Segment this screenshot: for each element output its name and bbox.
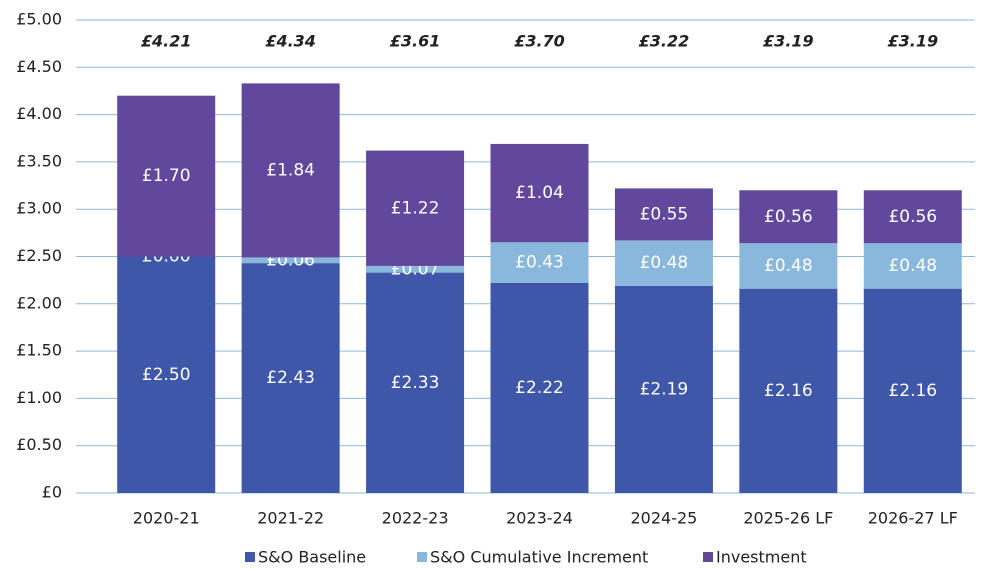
total-label: £3.19	[887, 32, 938, 51]
value-label: £2.16	[764, 381, 813, 401]
value-label: £2.43	[266, 368, 315, 388]
y-tick-label: £1.00	[16, 388, 62, 407]
bar-segment	[863, 243, 962, 289]
bar-segment	[614, 188, 713, 241]
bar-segment	[739, 243, 838, 289]
bar-segment	[490, 282, 589, 493]
x-tick-label: 2022-23	[382, 509, 449, 528]
bar-segment	[614, 285, 713, 493]
total-label: £4.21	[141, 32, 192, 51]
bar-segment	[614, 240, 713, 286]
bar-segment	[863, 288, 962, 493]
legend-label: S&O Cumulative Increment	[430, 548, 648, 567]
legend-swatch	[245, 552, 255, 562]
x-tick-label: 2021-22	[257, 509, 324, 528]
legend-swatch	[703, 552, 713, 562]
total-label: £3.22	[639, 32, 690, 51]
legend-label: Investment	[716, 548, 807, 567]
x-tick-label: 2025-26 LF	[743, 509, 833, 528]
bar-segment	[490, 242, 589, 283]
y-tick-label: £4.50	[16, 57, 62, 76]
value-label: £2.19	[640, 379, 689, 399]
x-tick-label: 2020-21	[133, 509, 200, 528]
bar-segment	[117, 95, 216, 257]
value-label: £0.43	[515, 253, 564, 273]
y-tick-label: £0	[42, 483, 62, 502]
bar-segment	[739, 190, 838, 244]
y-tick-label: £3.00	[16, 199, 62, 218]
y-tick-label: £2.50	[16, 246, 62, 265]
bar-segment	[739, 288, 838, 493]
x-tick-label: 2026-27 LF	[868, 509, 958, 528]
value-label: £0.48	[640, 253, 689, 273]
value-label: £0.56	[764, 207, 813, 227]
x-tick-label: 2024-25	[630, 509, 697, 528]
bar-segment	[241, 263, 340, 493]
x-tick-label: 2023-24	[506, 509, 573, 528]
bar-segment	[490, 143, 589, 243]
value-label: £2.50	[142, 365, 191, 385]
legend-label: S&O Baseline	[258, 548, 366, 567]
bar-segment	[241, 83, 340, 258]
value-label: £0.48	[888, 256, 937, 276]
y-tick-label: £2.00	[16, 293, 62, 312]
bar-segment	[863, 190, 962, 244]
value-label: £0.56	[888, 207, 937, 227]
y-tick-label: £0.50	[16, 435, 62, 454]
bar-segment	[366, 150, 465, 266]
y-tick-label: £1.50	[16, 341, 62, 360]
bar-segment	[117, 256, 216, 493]
total-label: £3.70	[514, 32, 565, 51]
value-label: £1.22	[391, 198, 440, 218]
total-label: £3.61	[390, 32, 441, 51]
total-label: £3.19	[763, 32, 814, 51]
value-label: £2.16	[888, 381, 937, 401]
value-label: £2.33	[391, 373, 440, 393]
value-label: £1.70	[142, 166, 191, 186]
bar-segment	[366, 265, 465, 273]
value-label: £0.48	[764, 256, 813, 276]
y-tick-label: £5.00	[16, 10, 62, 29]
bar-segment	[241, 257, 340, 264]
y-tick-label: £4.00	[16, 104, 62, 123]
value-label: £1.84	[266, 160, 315, 180]
value-label: £1.04	[515, 183, 564, 203]
bar-segment	[366, 272, 465, 493]
y-tick-label: £3.50	[16, 151, 62, 170]
value-label: £0.55	[640, 204, 689, 224]
value-label: £2.22	[515, 378, 564, 398]
total-label: £4.34	[265, 32, 316, 51]
legend-swatch	[417, 552, 427, 562]
